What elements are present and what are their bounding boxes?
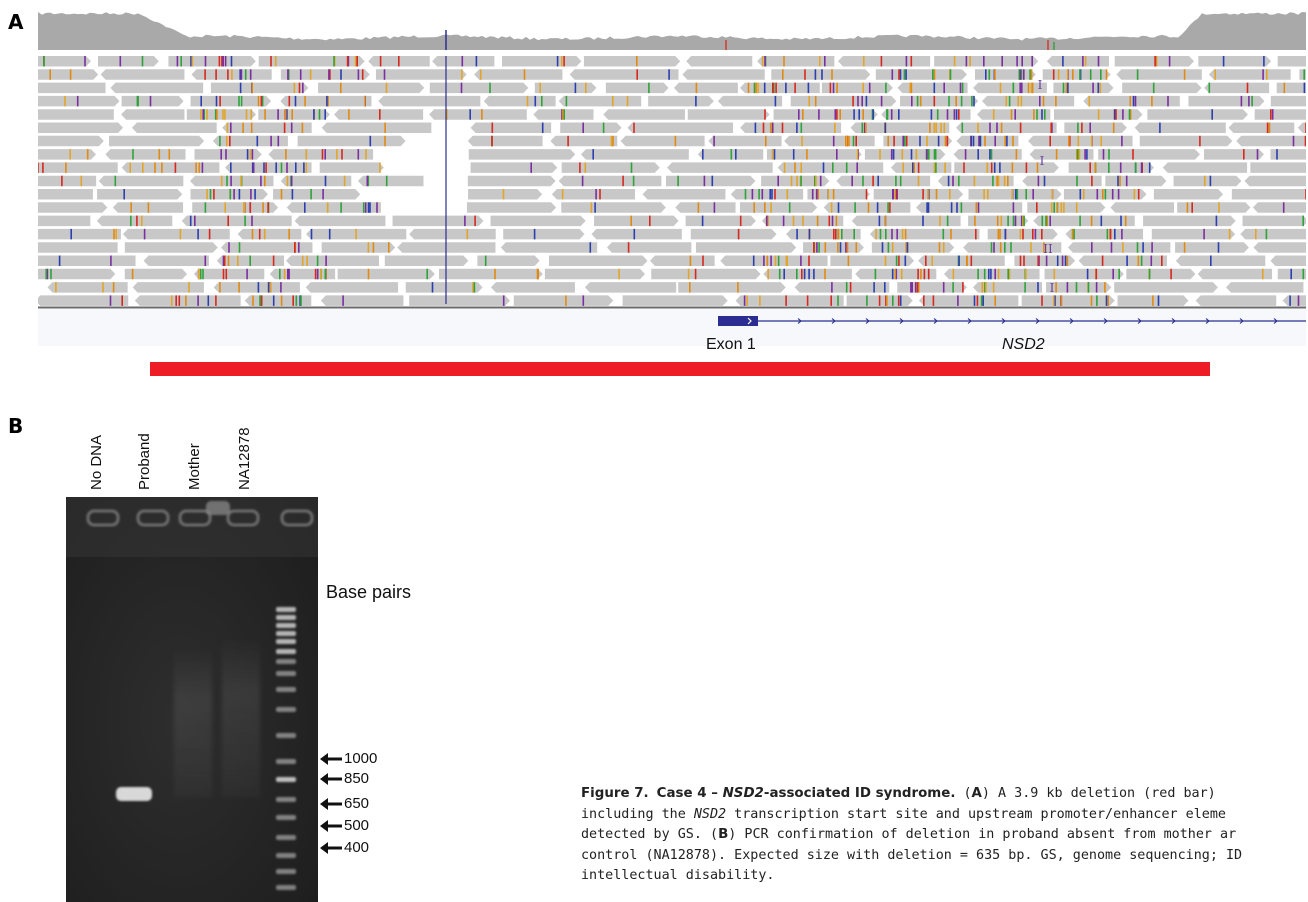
gene-name-label: NSD2 <box>1002 336 1045 353</box>
size-marker-1000: 1000 <box>320 750 377 767</box>
lane-label-na12878: NA12878 <box>236 427 253 490</box>
strand-arrow-icon <box>1171 318 1176 324</box>
caption-text: ) A 3.9 kb deletion (red bar) <box>981 786 1216 801</box>
caption-text: transcription start site and upstream pr… <box>726 806 1226 822</box>
caption-text: including the <box>581 806 694 822</box>
strand-arrow-icon <box>1205 318 1210 324</box>
size-marker-label: 850 <box>344 770 370 787</box>
insertion-marker: I <box>1050 281 1055 295</box>
agarose-gel-image <box>66 497 318 902</box>
insertion-marker: I <box>1038 78 1043 92</box>
strand-arrow-icon <box>831 318 836 324</box>
caption-title-pre: Case 4 – <box>656 786 723 801</box>
base-pairs-title: Base pairs <box>326 582 412 602</box>
insertion-marker: I <box>1040 154 1045 168</box>
caption-figure-number: Figure 7. <box>581 786 649 801</box>
size-marker-400: 400 <box>320 839 369 856</box>
caption-title-gene: NSD2 <box>722 786 764 801</box>
lane-label-proband: Proband <box>136 433 153 490</box>
caption-text: detected by GS. ( <box>581 827 719 842</box>
panel-label-b: B <box>8 414 24 438</box>
lane-label-no-dna: No DNA <box>88 434 105 490</box>
strand-arrow-icon <box>1137 318 1142 324</box>
arrow-left-icon <box>320 819 342 832</box>
lane-label-mother: Mother <box>186 443 203 490</box>
size-marker-label: 650 <box>344 795 370 812</box>
gene-track-background <box>38 309 1306 346</box>
strand-arrow-icon <box>967 318 972 324</box>
insertion-marker: II <box>1043 242 1053 256</box>
strand-arrow-icon <box>933 318 938 324</box>
caption-line: intellectual disability. <box>581 868 775 883</box>
caption-panel-a: A <box>971 786 982 801</box>
strand-arrow-icon <box>899 318 904 324</box>
insertion-markers: I I II I <box>1038 78 1055 295</box>
size-marker-label: 1000 <box>344 750 378 767</box>
caption-text: ( <box>955 786 972 801</box>
arrow-left-icon <box>320 752 342 765</box>
strand-arrow-icon <box>1239 318 1244 324</box>
coverage-area <box>38 12 1306 50</box>
exon-1-block <box>718 316 758 326</box>
proband-band <box>116 787 152 801</box>
panel-label-a: A <box>8 10 24 34</box>
strand-arrow-icon <box>865 318 870 324</box>
read-alignment-track <box>38 56 1306 306</box>
figure-caption: Figure 7. Case 4 – NSD2-associated ID sy… <box>581 784 1308 887</box>
gene-track <box>718 316 1306 326</box>
dna-ladder <box>276 607 296 890</box>
caption-gene: NSD2 <box>693 806 727 822</box>
caption-title-post: -associated ID syndrome. <box>763 786 956 801</box>
caption-text: ) PCR confirmation of deletion in proban… <box>728 827 1237 842</box>
caption-line: Figure 7. Case 4 – NSD2-associated ID sy… <box>581 784 1308 805</box>
arrow-left-icon <box>320 797 342 810</box>
size-marker-850: 850 <box>320 770 369 787</box>
strand-arrow-icon <box>1273 318 1278 324</box>
size-marker-label: 500 <box>344 817 370 834</box>
genome-browser-view: I I II I <box>38 8 1306 348</box>
arrow-left-icon <box>320 841 342 854</box>
strand-arrow-icon <box>1103 318 1108 324</box>
caption-line: including the NSD2 transcription start s… <box>581 805 1308 826</box>
exon-1-label: Exon 1 <box>706 336 756 353</box>
caption-line: control (NA12878). Expected size with de… <box>581 847 1243 863</box>
arrow-left-icon <box>320 772 342 785</box>
size-marker-500: 500 <box>320 817 369 834</box>
strand-arrow-icon <box>797 318 802 324</box>
strand-arrow-icon <box>1035 318 1040 324</box>
size-marker-label: 400 <box>344 839 370 856</box>
strand-arrow-icon <box>1069 318 1074 324</box>
caption-panel-b: B <box>718 827 729 842</box>
coverage-track <box>38 12 1306 50</box>
caption-line: detected by GS. (B) PCR confirmation of … <box>581 825 1308 846</box>
deletion-bar <box>150 362 1210 376</box>
size-marker-650: 650 <box>320 795 369 812</box>
strand-arrow-icon <box>1001 318 1006 324</box>
gel-wells <box>86 501 314 527</box>
